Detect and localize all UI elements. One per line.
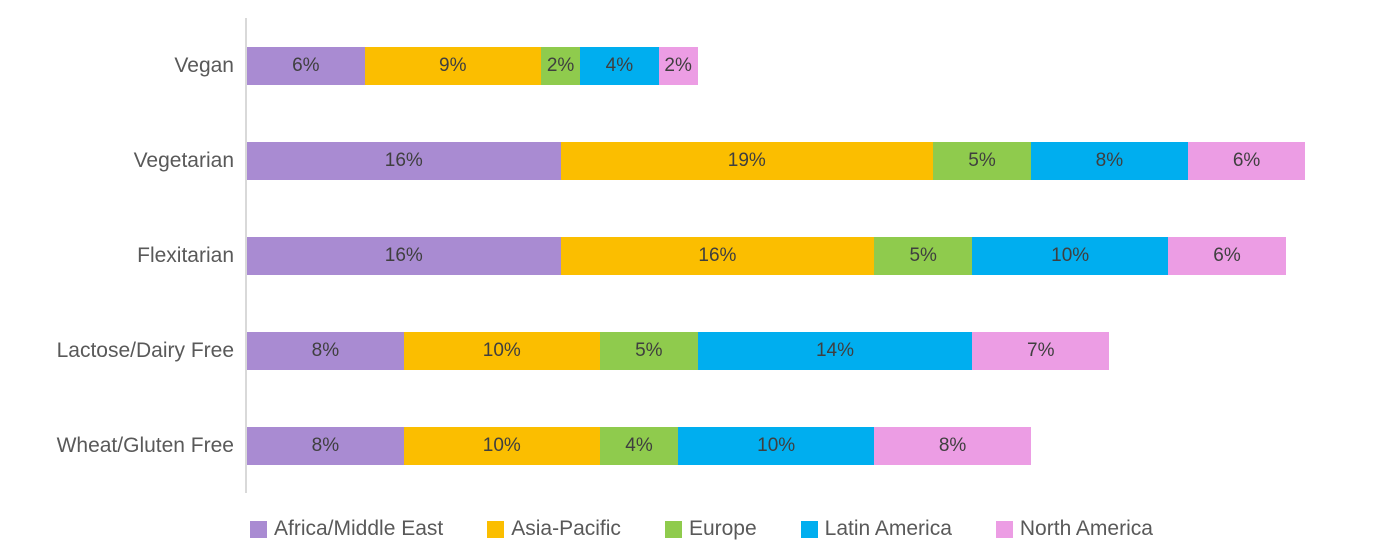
bar-segment: 7% bbox=[972, 331, 1110, 370]
bar-segment: 10% bbox=[972, 236, 1169, 275]
data-label: 16% bbox=[384, 244, 423, 266]
category-label: Lactose/Dairy Free bbox=[56, 338, 234, 362]
legend-label: North America bbox=[1019, 517, 1153, 540]
bar-segment: 8% bbox=[247, 426, 404, 465]
legend-item: North America bbox=[995, 517, 1153, 541]
legend-item: Latin America bbox=[800, 517, 952, 541]
data-label: 9% bbox=[439, 54, 467, 76]
data-label: 10% bbox=[482, 434, 521, 456]
data-label: 14% bbox=[815, 339, 854, 361]
stacked-bar: 8% 10% 4% 10% 8% bbox=[247, 426, 1031, 465]
data-label: 5% bbox=[968, 149, 996, 171]
legend-label: Latin America bbox=[824, 517, 952, 540]
stacked-bar: 16% 19% 5% 8% 6% bbox=[247, 141, 1306, 180]
bar-segment: 19% bbox=[560, 141, 933, 180]
legend-swatch-icon bbox=[250, 520, 267, 538]
data-label: 10% bbox=[482, 339, 521, 361]
data-label: 10% bbox=[1051, 244, 1090, 266]
legend-label: Europe bbox=[688, 517, 757, 540]
bar-segment: 16% bbox=[560, 236, 875, 275]
data-label: 8% bbox=[311, 339, 340, 361]
bar-segment: 5% bbox=[874, 236, 973, 275]
legend-item: Europe bbox=[664, 517, 757, 541]
bar-segment: 16% bbox=[247, 141, 561, 180]
legend: Africa/Middle East Asia-Pacific Europe Lati… bbox=[250, 517, 1153, 541]
chart-row: Lactose/Dairy Free 8% 10% 5% 14% 7% bbox=[0, 303, 1305, 398]
legend-label: Africa/Middle East bbox=[274, 517, 444, 540]
chart-row: Flexitarian 16% 16% 5% 10% 6% bbox=[0, 208, 1305, 303]
data-label: 6% bbox=[1213, 244, 1241, 266]
bar-segment: 10% bbox=[403, 331, 600, 370]
bar-rows: Vegan 6% 9% 2% 4% 2% Vegetarian 16% 19% 5% 8% 6% Fle… bbox=[0, 18, 1306, 493]
bar-segment: 8% bbox=[247, 331, 404, 370]
data-label: 5% bbox=[635, 339, 663, 361]
data-label: 16% bbox=[698, 244, 737, 266]
legend-swatch-icon bbox=[800, 520, 818, 538]
bar-segment: 2% bbox=[540, 46, 581, 85]
legend-label: Asia-Pacific bbox=[511, 517, 621, 540]
data-label: 6% bbox=[1232, 149, 1261, 171]
data-label: 5% bbox=[909, 244, 937, 266]
bar-segment: 5% bbox=[599, 331, 698, 370]
bar-segment: 14% bbox=[697, 331, 973, 370]
y-axis-line bbox=[245, 18, 247, 493]
category-label: Flexitarian bbox=[137, 243, 234, 267]
data-label: 16% bbox=[384, 149, 423, 171]
category-label: Vegetarian bbox=[133, 148, 234, 172]
bar-segment: 6% bbox=[247, 46, 365, 85]
category-label: Wheat/Gluten Free bbox=[56, 433, 234, 457]
legend-swatch-icon bbox=[995, 520, 1013, 538]
data-label: 4% bbox=[625, 434, 653, 456]
data-label: 4% bbox=[605, 54, 634, 76]
data-label: 19% bbox=[727, 149, 766, 171]
chart-row: Vegetarian 16% 19% 5% 8% 6% bbox=[0, 113, 1306, 208]
legend-item: Africa/Middle East bbox=[250, 517, 443, 541]
bar-segment: 9% bbox=[364, 46, 541, 85]
data-label: 2% bbox=[664, 54, 692, 76]
bar-segment: 10% bbox=[678, 426, 875, 465]
bar-segment: 16% bbox=[247, 236, 561, 275]
bar-segment: 2% bbox=[658, 46, 698, 85]
data-label: 2% bbox=[546, 54, 575, 76]
stacked-bar: 16% 16% 5% 10% 6% bbox=[247, 236, 1286, 275]
data-label: 7% bbox=[1027, 339, 1055, 361]
legend-item: Asia-Pacific bbox=[487, 517, 621, 541]
bar-segment: 4% bbox=[599, 426, 679, 465]
data-label: 8% bbox=[311, 434, 340, 456]
bar-segment: 10% bbox=[403, 426, 600, 465]
category-label: Vegan bbox=[174, 53, 234, 77]
chart-row: Wheat/Gluten Free 8% 10% 4% 10% 8% bbox=[0, 398, 1305, 493]
legend-swatch-icon bbox=[664, 520, 682, 538]
data-label: 10% bbox=[757, 434, 796, 456]
bar-segment: 8% bbox=[874, 426, 1031, 465]
stacked-bar: 8% 10% 5% 14% 7% bbox=[247, 331, 1110, 370]
bar-segment: 4% bbox=[580, 46, 659, 85]
stacked-bar: 6% 9% 2% 4% 2% bbox=[247, 46, 698, 85]
bar-segment: 5% bbox=[932, 141, 1031, 180]
legend-swatch-icon bbox=[487, 520, 505, 538]
chart-row: Vegan 6% 9% 2% 4% 2% bbox=[0, 18, 1305, 113]
data-label: 8% bbox=[1095, 149, 1124, 171]
data-label: 8% bbox=[938, 434, 967, 456]
data-label: 6% bbox=[292, 54, 320, 76]
bar-segment: 6% bbox=[1168, 236, 1286, 275]
bar-segment: 8% bbox=[1030, 141, 1188, 180]
bar-segment: 6% bbox=[1187, 141, 1306, 180]
